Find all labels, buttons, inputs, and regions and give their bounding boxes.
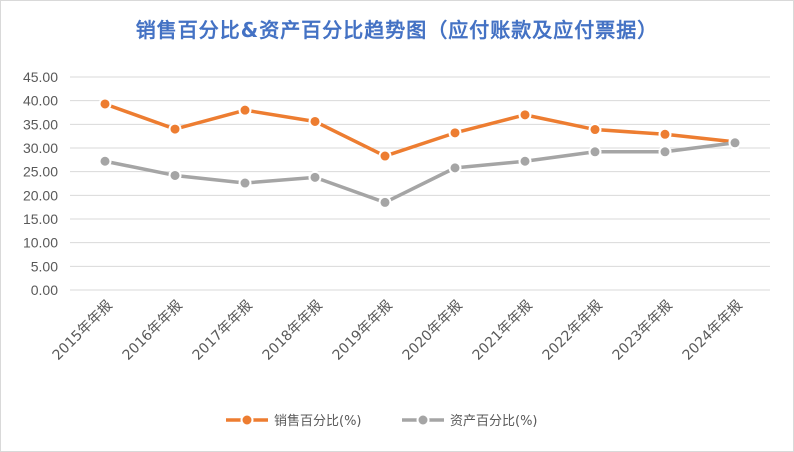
data-point — [728, 136, 742, 150]
chart-title: 销售百分比&资产百分比趋势图（应付账款及应付票据） — [135, 18, 659, 42]
x-category-label: 2023年年报 — [610, 298, 676, 364]
series-line — [103, 141, 737, 205]
x-category-label: 2017年年报 — [190, 298, 256, 364]
data-point — [168, 168, 182, 182]
data-point — [658, 145, 672, 159]
legend-label: 销售百分比(%) — [274, 413, 362, 429]
legend-marker — [240, 413, 254, 427]
y-tick-label: 40.00 — [23, 93, 58, 109]
data-point — [588, 123, 602, 137]
y-axis-ticks: 0.00 5.00 10.00 15.00 20.00 25.00 30.00 35.00 40… — [23, 69, 58, 298]
x-category-label: 2020年年报 — [400, 298, 466, 364]
x-category-label: 2019年年报 — [330, 298, 396, 364]
data-point — [98, 97, 112, 111]
y-tick-label: 35.00 — [23, 116, 58, 132]
x-axis-categories: 2015年年报 2016年年报 2017年年报 2018年年报 2019年年报 2020年… — [50, 298, 746, 364]
data-point — [308, 114, 322, 128]
series-lines — [98, 97, 742, 209]
gridlines — [70, 76, 770, 291]
legend-label: 资产百分比(%) — [450, 414, 538, 429]
y-tick-label: 10.00 — [23, 235, 58, 251]
data-point — [378, 149, 392, 163]
x-category-label: 2015年年报 — [50, 298, 116, 364]
x-category-label: 2022年年报 — [540, 298, 606, 364]
legend: 销售百分比(%) 资产百分比(%) — [226, 413, 538, 429]
y-tick-label: 15.00 — [23, 211, 58, 227]
legend-item: 资产百分比(%) — [402, 413, 538, 429]
x-category-label: 2024年年报 — [680, 298, 746, 364]
x-category-label: 2018年年报 — [260, 298, 326, 364]
y-tick-label: 20.00 — [23, 187, 58, 203]
data-point — [238, 103, 252, 117]
y-tick-label: 0.00 — [31, 282, 58, 298]
data-point — [658, 127, 672, 141]
data-point — [98, 154, 112, 168]
data-point — [588, 145, 602, 159]
series-2 — [98, 136, 742, 209]
y-tick-label: 5.00 — [31, 258, 58, 274]
legend-marker — [416, 413, 430, 427]
y-tick-label: 25.00 — [23, 164, 58, 180]
legend-item: 销售百分比(%) — [226, 413, 362, 429]
data-point — [448, 126, 462, 140]
data-point — [238, 176, 252, 190]
series-line — [103, 102, 737, 158]
data-point — [518, 108, 532, 122]
data-point — [448, 161, 462, 175]
data-point — [308, 170, 322, 184]
x-category-label: 2021年年报 — [470, 298, 536, 364]
y-tick-label: 45.00 — [23, 69, 58, 85]
data-point — [168, 122, 182, 136]
data-point — [518, 154, 532, 168]
y-tick-label: 30.00 — [23, 140, 58, 156]
x-category-label: 2016年年报 — [120, 298, 186, 364]
data-point — [378, 195, 392, 209]
